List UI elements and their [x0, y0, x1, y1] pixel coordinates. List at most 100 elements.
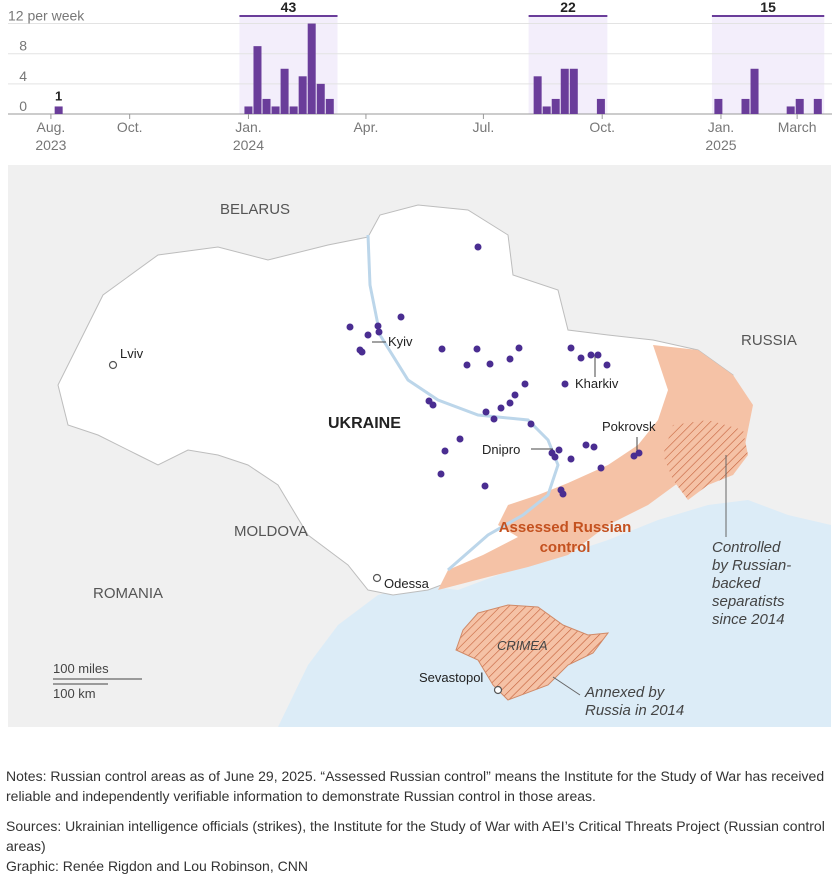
strike-dot [456, 435, 464, 443]
strike-dot [374, 322, 382, 330]
x-tick-label: Oct. [589, 119, 615, 135]
strike-dot [594, 351, 602, 359]
bar [560, 68, 569, 114]
strike-dot [463, 361, 471, 369]
highlight-period [711, 16, 825, 114]
strike-dot [506, 399, 514, 407]
strike-dot [551, 453, 559, 461]
bar [569, 68, 578, 114]
bar [316, 83, 325, 114]
bar [298, 76, 307, 114]
label-moldova: MOLDOVA [234, 523, 308, 540]
x-tick-label: Aug. [37, 119, 66, 135]
strike-dot [358, 348, 366, 356]
bar [280, 68, 289, 114]
label-ukraine: UKRAINE [328, 415, 401, 432]
bar [244, 106, 253, 114]
x-tick-label: Jul. [473, 119, 495, 135]
bar [54, 106, 63, 114]
label-separatists: Controlled by Russian- backed separatist… [712, 539, 791, 628]
notes-text: Notes: Russian control areas as of June … [6, 768, 825, 804]
scale-km-label: 100 km [53, 686, 96, 701]
label-kharkiv: Kharkiv [575, 376, 619, 391]
sources-text: Sources: Ukrainian intelligence official… [6, 818, 825, 854]
annexed-line-1: Annexed by [584, 684, 666, 701]
x-tick-year: 2025 [705, 137, 736, 153]
strike-dot [437, 470, 445, 478]
annexed-line-2: Russia in 2014 [585, 702, 684, 719]
sea-of-azov [568, 510, 728, 585]
chart-annotations: 43 22 15 1 [55, 0, 825, 103]
label-assessed-control-1: Assessed Russian [499, 519, 632, 536]
x-tick-label: March [778, 119, 817, 135]
notes-section: Notes: Russian control areas as of June … [6, 766, 826, 866]
scale-miles-label: 100 miles [53, 661, 109, 676]
label-russia: RUSSIA [741, 332, 797, 349]
y-tick-label: 4 [19, 68, 27, 84]
bar [542, 106, 551, 114]
separatists-line-5: since 2014 [712, 611, 785, 628]
strike-dot [482, 408, 490, 416]
label-assessed-control-2: control [540, 539, 591, 556]
x-tick-year: 2024 [233, 137, 264, 153]
strike-dot [559, 490, 567, 498]
city-marker-odessa [372, 573, 382, 583]
first-bar-label: 1 [55, 88, 62, 103]
strike-dot [582, 441, 590, 449]
strike-dot [561, 380, 569, 388]
strike-dot [521, 380, 529, 388]
highlight-total-label: 15 [760, 0, 776, 15]
strike-dot [397, 313, 405, 321]
separatist-region [663, 420, 748, 500]
bar [307, 23, 316, 115]
strike-locations [346, 243, 643, 498]
annexed-leader-line [552, 676, 581, 696]
chart-bars [54, 23, 822, 115]
bar [750, 68, 759, 114]
label-crimea: CRIMEA [497, 638, 548, 653]
strike-dot [590, 443, 598, 451]
label-dnipro: Dnipro [482, 442, 520, 457]
strike-dot [567, 455, 575, 463]
y-tick-label: 8 [19, 38, 27, 54]
chart-gridlines: 0 4 8 12 per week [8, 8, 832, 115]
strike-dot [486, 360, 494, 368]
highlight-periods [239, 16, 825, 114]
x-tick-label: Jan. [708, 119, 734, 135]
y-tick-label: 12 per week [8, 8, 85, 24]
strike-dot [555, 446, 563, 454]
strike-dot [497, 404, 505, 412]
label-pokrovsk: Pokrovsk [602, 419, 656, 434]
strike-dot [490, 415, 498, 423]
strike-dot [429, 401, 437, 409]
strike-dot [375, 328, 383, 336]
y-tick-label: 0 [19, 98, 27, 114]
label-odessa: Odessa [384, 576, 430, 591]
strike-dot [635, 449, 643, 457]
bar [714, 98, 723, 114]
x-tick-label: Jan. [235, 119, 261, 135]
city-marker-sevastopol [493, 685, 503, 695]
label-lviv: Lviv [120, 346, 144, 361]
highlight-total-label: 22 [560, 0, 576, 15]
bar [262, 98, 271, 114]
strike-dot [473, 345, 481, 353]
x-tick-label: Apr. [353, 119, 378, 135]
bar [325, 98, 334, 114]
bar [786, 106, 795, 114]
strike-dot [515, 344, 523, 352]
weekly-strikes-chart: 0 4 8 12 per week Aug. 2023 Oct. Jan. 2024 Apr. J… [8, 0, 832, 153]
strike-dot [511, 391, 519, 399]
separatists-line-2: by Russian- [712, 557, 791, 574]
strike-dot [438, 345, 446, 353]
bar [271, 106, 280, 114]
strike-dot [346, 323, 354, 331]
crimea-region [455, 604, 610, 701]
strike-dot [364, 331, 372, 339]
label-sevastopol: Sevastopol [419, 670, 483, 685]
bar [551, 98, 560, 114]
bar [813, 98, 822, 114]
x-tick-year: 2023 [35, 137, 66, 153]
strike-dot [481, 482, 489, 490]
separatists-line-3: backed [712, 575, 761, 592]
